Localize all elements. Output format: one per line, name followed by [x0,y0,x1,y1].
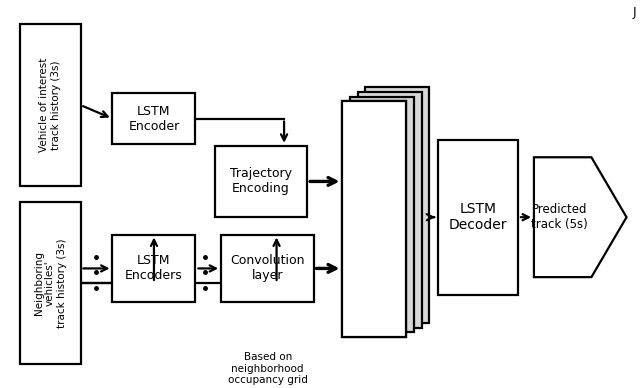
Bar [113,235,195,302]
Text: Convolution
layer: Convolution layer [230,255,305,282]
Text: LSTM
Encoder: LSTM Encoder [129,105,180,133]
Bar [20,202,81,364]
Text: J: J [632,7,636,19]
Text: Vehicle of interest
track history (3s): Vehicle of interest track history (3s) [40,58,61,152]
Bar [438,140,518,294]
Bar [214,146,307,217]
Bar [221,235,314,302]
Text: Based on
neighborhood
occupancy grid: Based on neighborhood occupancy grid [228,352,308,385]
Bar [20,24,81,186]
Text: Neighboring
vehicles'
track history (3s): Neighboring vehicles' track history (3s) [33,238,67,328]
Bar [342,101,406,337]
Bar [342,101,406,337]
Text: LSTM
Encoders: LSTM Encoders [125,255,183,282]
Polygon shape [534,157,627,277]
Bar [358,92,422,328]
Text: LSTM
Decoder: LSTM Decoder [449,202,508,232]
Bar [113,94,195,144]
Text: Trajectory
Encoding: Trajectory Encoding [230,168,292,196]
Text: Predicted
track (5s): Predicted track (5s) [531,203,588,231]
Bar [365,87,429,323]
Bar [350,97,414,333]
